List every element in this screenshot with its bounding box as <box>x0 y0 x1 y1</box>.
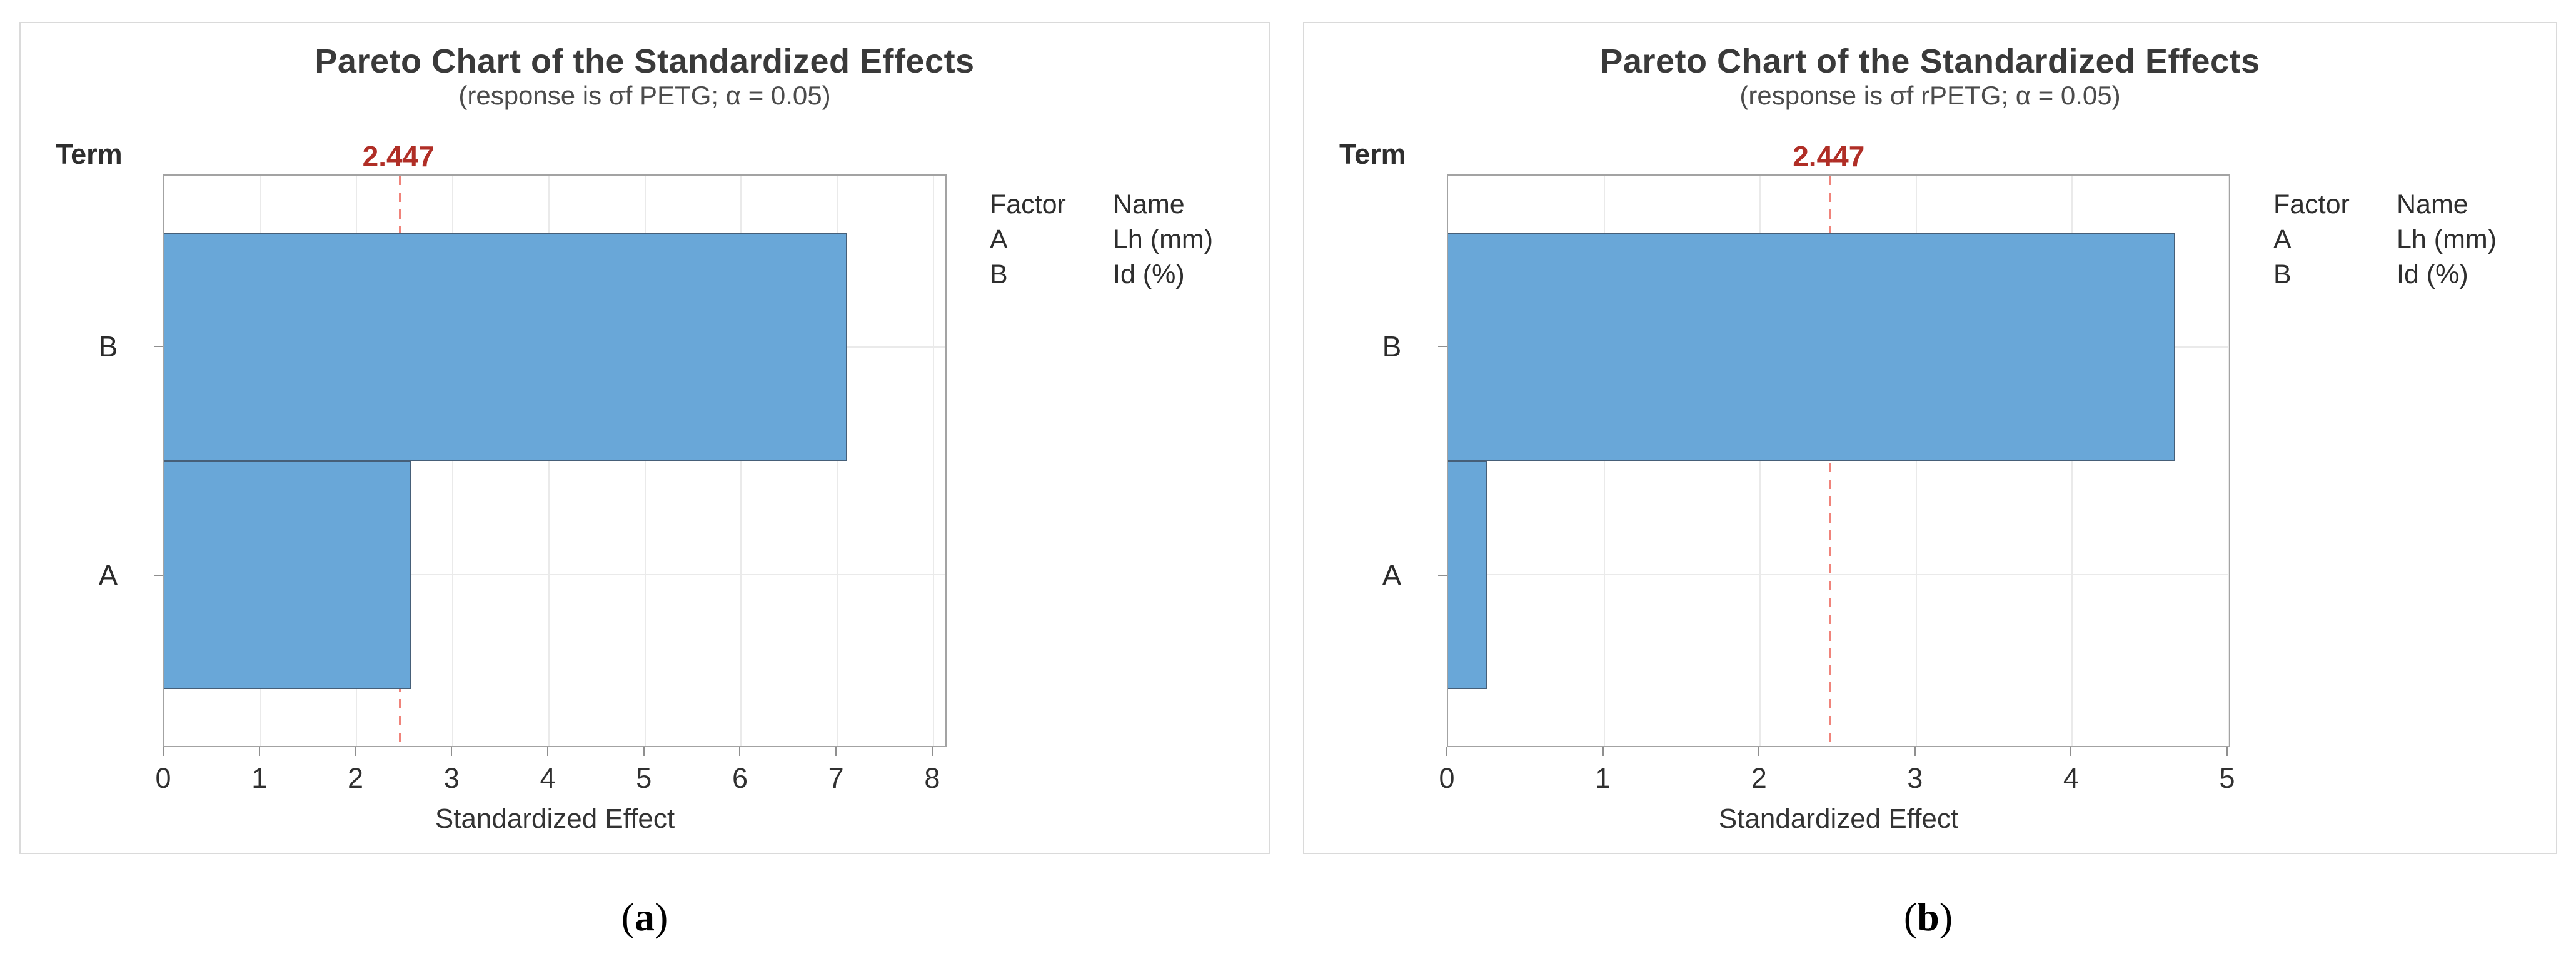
chart-subtitle: (response is σf PETG; α = 0.05) <box>458 81 831 110</box>
x-tick-mark <box>739 747 741 756</box>
plot-area <box>1447 174 2230 747</box>
x-tick-label: 6 <box>732 762 748 794</box>
y-axis-title: Term <box>56 138 123 170</box>
x-tick-label: 4 <box>2063 762 2079 794</box>
y-tick-mark <box>154 345 163 347</box>
bar-a <box>164 461 411 689</box>
x-gridline <box>644 176 646 746</box>
caption-letter: b <box>1917 895 1940 939</box>
category-label-a: A <box>98 559 118 591</box>
x-tick-label: 5 <box>2219 762 2235 794</box>
x-tick-label: 1 <box>1595 762 1611 794</box>
x-tick-label: 5 <box>636 762 652 794</box>
y-axis-title: Term <box>1339 138 1406 170</box>
legend-factor-a: A <box>990 224 1008 254</box>
x-gridline <box>932 176 934 746</box>
x-gridline <box>837 176 838 746</box>
legend-name-a: Lh (mm) <box>1113 224 1214 254</box>
y-gridline <box>1448 574 2229 576</box>
category-label-b: B <box>98 330 118 363</box>
pareto-chart-panel-b: Pareto Chart of the Standardized Effects… <box>1303 22 2557 854</box>
chart-title: Pareto Chart of the Standardized Effects <box>314 43 975 80</box>
x-axis-title: Standardized Effect <box>435 803 675 834</box>
x-tick-mark <box>1758 747 1760 756</box>
panel-caption-a: (a) <box>621 895 668 939</box>
x-tick-mark <box>1914 747 1916 756</box>
y-tick-mark <box>154 575 163 576</box>
x-gridline <box>740 176 742 746</box>
reference-line-label: 2.447 <box>362 140 435 173</box>
category-label-a: A <box>1382 559 1402 591</box>
legend-factor-b: B <box>2273 259 2292 289</box>
x-tick-label: 8 <box>924 762 940 794</box>
x-tick-mark <box>835 747 837 756</box>
caption-letter: a <box>635 895 655 939</box>
x-tick-mark <box>2226 747 2228 756</box>
factor-legend: Factor Name A Lh (mm) B Id (%) <box>990 187 1213 292</box>
x-tick-mark <box>163 747 164 756</box>
x-gridline <box>1915 176 1917 746</box>
bar-a <box>1448 461 1487 689</box>
legend-name-b: Id (%) <box>1113 259 1185 289</box>
legend-factor-b: B <box>990 259 1008 289</box>
x-tick-label: 7 <box>828 762 844 794</box>
x-tick-label: 0 <box>155 762 171 794</box>
bar-b <box>1448 233 2176 461</box>
y-gridline <box>164 574 945 576</box>
x-gridline <box>2071 176 2073 746</box>
x-tick-mark <box>546 747 548 756</box>
legend-header-name: Name <box>1113 189 1185 219</box>
x-tick-mark <box>1446 747 1447 756</box>
reference-line-label: 2.447 <box>1793 140 1865 173</box>
x-gridline <box>1759 176 1761 746</box>
legend-header-factor: Factor <box>990 189 1066 219</box>
x-tick-label: 3 <box>443 762 460 794</box>
category-label-b: B <box>1382 330 1402 363</box>
x-gridline <box>548 176 550 746</box>
pareto-chart-panel-a: Pareto Chart of the Standardized Effects… <box>19 22 1270 854</box>
plot-area <box>163 174 947 747</box>
y-tick-mark <box>1438 575 1447 576</box>
legend-name-b: Id (%) <box>2397 259 2468 289</box>
x-gridline <box>1603 176 1605 746</box>
x-gridline <box>2228 176 2229 746</box>
x-tick-label: 3 <box>1907 762 1923 794</box>
x-gridline <box>452 176 454 746</box>
x-tick-mark <box>643 747 645 756</box>
x-tick-label: 2 <box>347 762 363 794</box>
legend-header-name: Name <box>2397 189 2468 219</box>
y-tick-mark <box>1438 345 1447 347</box>
x-tick-label: 4 <box>540 762 556 794</box>
x-tick-mark <box>355 747 356 756</box>
x-tick-mark <box>258 747 260 756</box>
x-tick-label: 0 <box>1439 762 1455 794</box>
legend-factor-a: A <box>2273 224 2292 254</box>
legend-header-factor: Factor <box>2273 189 2350 219</box>
reference-line <box>1829 176 1831 746</box>
panel-caption-b: (b) <box>1903 895 1953 939</box>
x-axis-title: Standardized Effect <box>1718 803 1959 834</box>
legend-name-a: Lh (mm) <box>2397 224 2497 254</box>
x-tick-mark <box>931 747 933 756</box>
x-tick-label: 2 <box>1751 762 1767 794</box>
chart-title: Pareto Chart of the Standardized Effects <box>1600 43 2260 80</box>
x-tick-mark <box>451 747 453 756</box>
x-tick-mark <box>1602 747 1604 756</box>
factor-legend: Factor Name A Lh (mm) B Id (%) <box>2273 187 2497 292</box>
x-tick-mark <box>2070 747 2072 756</box>
x-tick-label: 1 <box>251 762 268 794</box>
bar-b <box>164 233 847 461</box>
chart-subtitle: (response is σf rPETG; α = 0.05) <box>1739 81 2121 110</box>
